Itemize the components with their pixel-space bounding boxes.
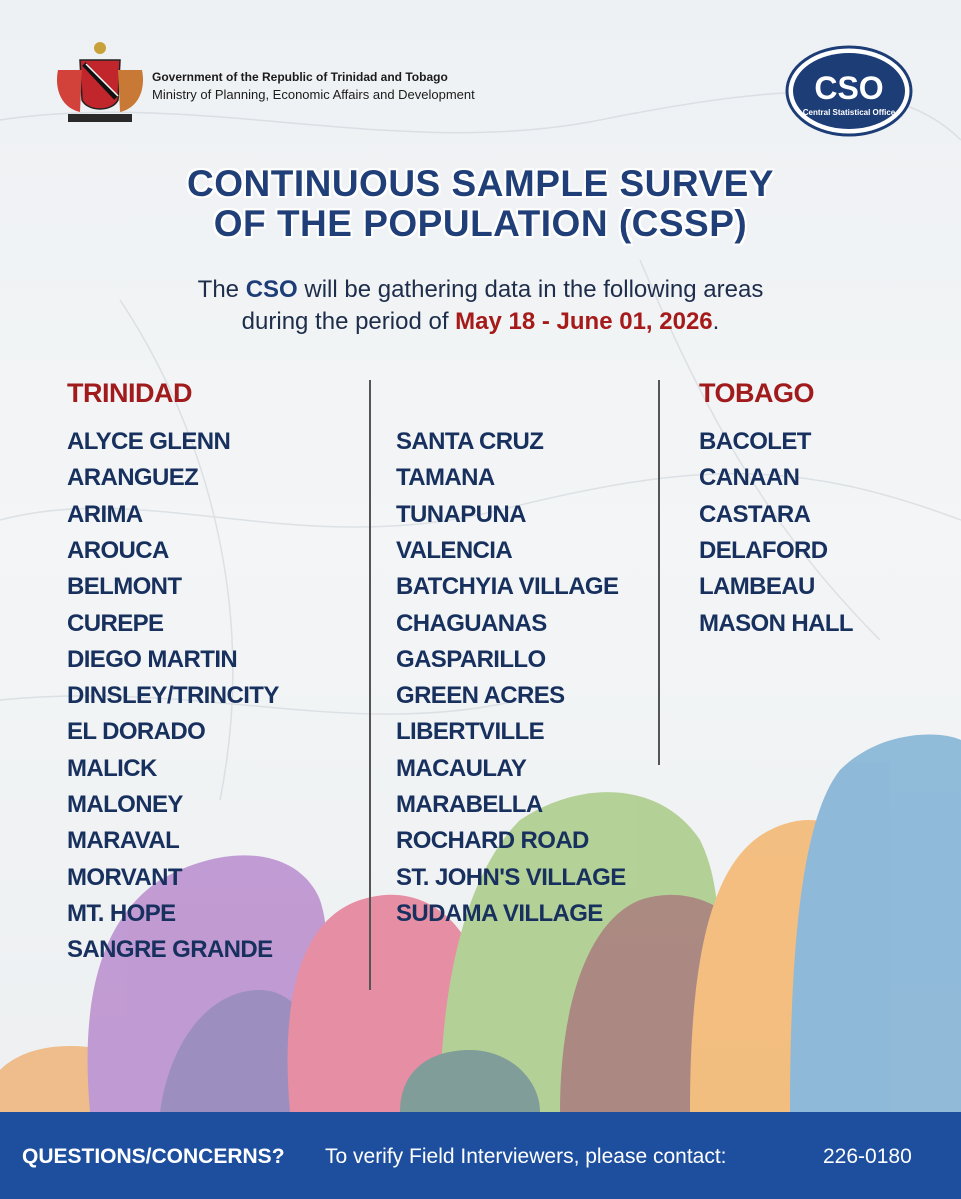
area-name: DIEGO MARTIN [67, 645, 238, 673]
title-line: CONTINUOUS SAMPLE SURVEY [187, 163, 774, 204]
area-name: DELAFORD [699, 536, 828, 564]
area-name: BATCHYIA VILLAGE [396, 573, 619, 601]
footer-question: QUESTIONS/CONCERNS? [22, 1145, 285, 1168]
column-separator [369, 380, 371, 990]
area-name: MARAVAL [67, 827, 180, 855]
intro-text: The [197, 276, 246, 303]
footer-bar [0, 1112, 961, 1199]
column-heading: TRINIDAD [67, 378, 193, 408]
area-name: TAMANA [396, 464, 495, 492]
government-name: Government of the Republic of Trinidad a… [152, 70, 448, 84]
area-name: SUDAMA VILLAGE [396, 899, 603, 927]
area-name: SANGRE GRANDE [67, 936, 273, 964]
area-name: MORVANT [67, 863, 183, 891]
column-heading: TOBAGO [699, 378, 815, 408]
area-name: MT. HOPE [67, 899, 176, 927]
area-name: EL DORADO [67, 718, 206, 746]
area-name: MACAULAY [396, 754, 527, 782]
footer-contact: To verify Field Interviewers, please con… [325, 1145, 727, 1168]
area-name: MALICK [67, 754, 157, 782]
area-name: MALONEY [67, 791, 183, 818]
intro-text: during the period of [241, 308, 456, 335]
logo-caption: Central Statistical Office [802, 108, 896, 117]
area-name: DINSLEY/TRINCITY [67, 682, 279, 710]
intro-text: will be gathering data in the following … [297, 276, 764, 303]
area-name: AROUCA [67, 536, 169, 564]
column-separator [658, 380, 660, 765]
intro-date: May 18 - June 01, 2026 [455, 308, 713, 335]
title-line: OF THE POPULATION (CSSP) [213, 203, 748, 244]
intro-line: The CSO will be gathering data in the fo… [0, 276, 961, 304]
area-name: MASON HALL [699, 609, 854, 637]
footer-phone: 226-0180 [823, 1145, 912, 1168]
logo-text: CSO [814, 70, 884, 106]
area-name: CANAAN [699, 464, 800, 492]
area-name: BELMONT [67, 573, 182, 601]
area-name: ROCHARD ROAD [396, 827, 589, 855]
intro-highlight: CSO [245, 276, 298, 303]
intro-text: . [712, 308, 720, 335]
area-name: CUREPE [67, 609, 164, 637]
cso-logo [785, 45, 913, 137]
area-name: GASPARILLO [396, 645, 546, 673]
area-name: CHAGUANAS [396, 609, 547, 637]
coat-of-arms [56, 42, 144, 122]
area-name: ARANGUEZ [67, 464, 199, 492]
area-name: LAMBEAU [699, 573, 815, 601]
area-name: TUNAPUNA [396, 500, 526, 528]
area-name: LIBERTVILLE [396, 718, 545, 746]
area-name: ALYCE GLENN [67, 428, 231, 455]
ministry-name: Ministry of Planning, Economic Affairs a… [152, 87, 475, 102]
area-name: MARABELLA [396, 791, 543, 818]
area-name: GREEN ACRES [396, 682, 565, 710]
area-name: BACOLET [699, 428, 811, 455]
area-name: ARIMA [67, 500, 143, 528]
area-name: VALENCIA [396, 536, 513, 564]
area-name: CASTARA [699, 500, 811, 528]
area-name: ST. JOHN'S VILLAGE [396, 863, 626, 891]
intro-line: during the period of May 18 - June 01, 2… [0, 308, 961, 336]
area-name: SANTA CRUZ [396, 428, 544, 455]
